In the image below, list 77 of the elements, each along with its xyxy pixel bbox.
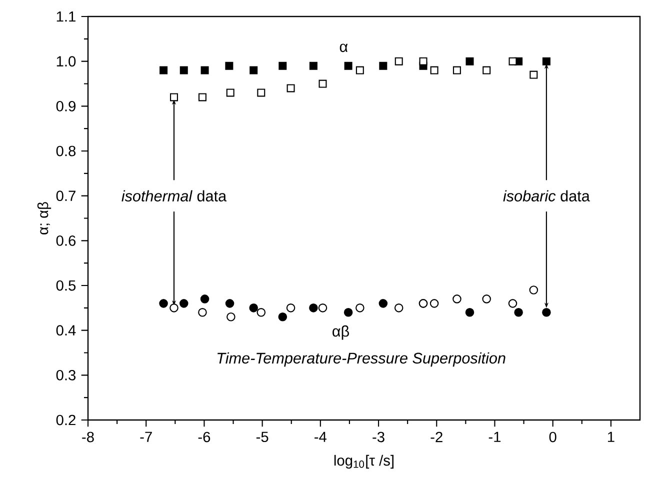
point [200,294,210,304]
point [542,57,550,66]
point [508,299,518,308]
x-tick-label: -5 [256,432,268,442]
point [226,312,236,322]
point [180,66,188,74]
point [514,308,523,317]
annotation: α [340,44,348,52]
point [309,304,318,312]
point [318,304,328,312]
y-tick-label: 0.6 [56,235,76,246]
annotation: isothermal data [122,190,227,202]
point [160,66,168,74]
x-tick-label: -4 [314,432,326,442]
point [318,80,327,88]
point [170,93,178,102]
x-tick-label: -1 [488,432,501,442]
point [249,304,258,312]
x-tick-label: -7 [140,432,152,442]
point [356,66,364,74]
point [542,308,551,317]
point [198,93,206,102]
point [200,66,209,74]
point [286,304,296,312]
annotation: Time-Temperature-Pressure Superposition [218,352,506,367]
point [225,62,234,70]
y-tick-label: 1.0 [56,56,76,67]
point [419,57,428,66]
point [344,62,352,70]
point [286,84,295,92]
x-tick-label: -6 [198,432,210,442]
point [250,66,258,74]
y-tick-label: 0.4 [56,325,76,336]
x-tick-label: 1 [608,432,614,442]
annotation: αβ [332,325,349,340]
point [529,286,538,294]
point [530,70,538,79]
point [482,66,491,74]
point [379,62,388,70]
point [179,299,188,308]
point [466,57,474,66]
x-axis-title: log$_{10}$[τ /s] [334,454,394,469]
point [452,294,462,304]
point [394,57,403,66]
y-tick-label: 0.3 [56,370,76,380]
point [394,304,404,312]
y-tick-label: 0.8 [56,146,76,156]
point [278,312,288,322]
point [378,299,388,308]
point [226,88,234,97]
x-tick-label: 0 [549,432,556,442]
point [198,308,207,317]
point [344,308,353,317]
point [309,62,318,70]
point [159,299,168,308]
x-tick-label: -3 [372,432,384,442]
y-tick-label: 0.5 [56,280,76,291]
y-axis-title: α; αβ [37,202,52,234]
point [465,308,474,317]
point [225,299,234,308]
point [170,304,178,312]
x-tick-label: -8 [82,432,94,442]
point [256,308,266,317]
point [508,57,517,66]
y-tick-label: 0.7 [56,190,76,202]
point [452,66,461,74]
point [257,88,266,97]
annotation: isobaric data [503,190,590,202]
y-tick-label: 0.9 [56,100,76,112]
point [430,66,438,74]
point [356,304,364,312]
y-tick-label: 0.2 [56,414,76,426]
point [430,299,439,308]
point [278,62,287,70]
x-tick-label: -2 [430,432,442,442]
y-tick-label: 1.1 [56,11,76,22]
point [482,294,491,304]
